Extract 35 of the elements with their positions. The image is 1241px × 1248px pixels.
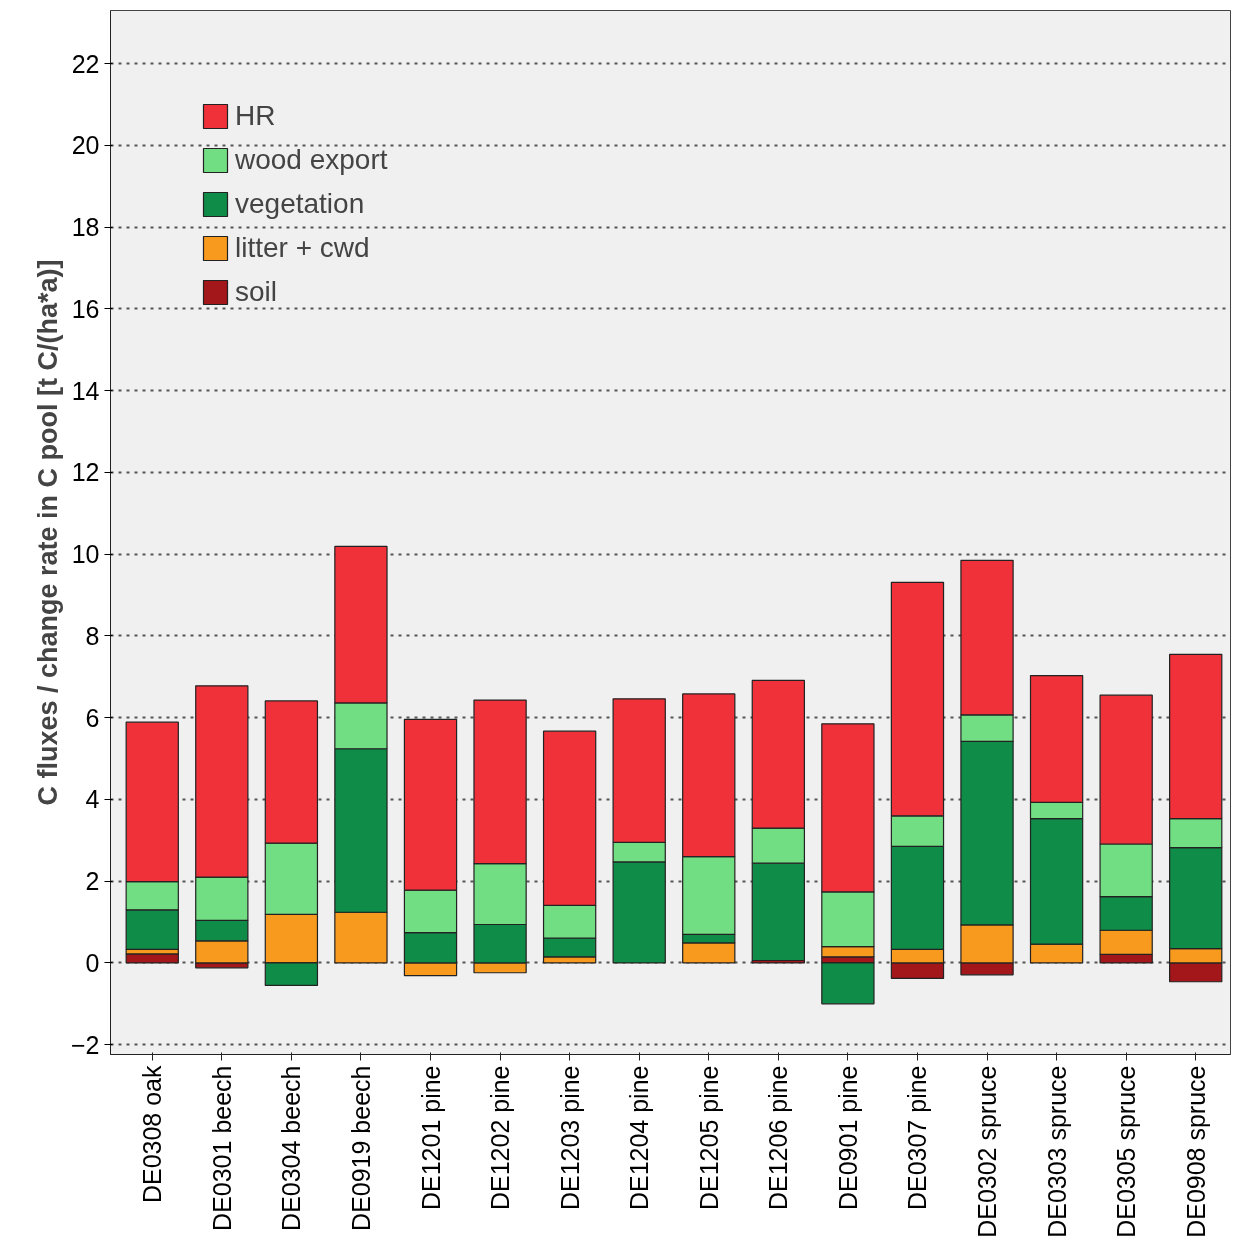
legend-label: vegetation <box>235 188 365 220</box>
x-tick-label: DE0307 pine <box>903 1065 932 1211</box>
y-axis-title: C fluxes / change rate in C pool [t C/(ha*a)] <box>33 259 63 806</box>
x-tick-label: DE1206 pine <box>764 1065 793 1211</box>
y-tick-label: 16 <box>71 294 100 323</box>
y-tick-label: 0 <box>85 948 100 977</box>
x-tick-label: DE1205 pine <box>694 1065 723 1211</box>
y-tick-label: 6 <box>85 703 100 732</box>
x-tick-label: DE0303 spruce <box>1042 1065 1071 1238</box>
legend-label: wood export <box>235 144 388 176</box>
x-tick-label: DE0901 pine <box>833 1065 862 1211</box>
x-tick-label: DE1204 pine <box>625 1065 654 1211</box>
y-tick-label: 4 <box>85 785 100 814</box>
legend-label: soil <box>235 276 278 308</box>
y-tick-label: 18 <box>71 213 100 242</box>
x-tick-label: DE0305 spruce <box>1112 1065 1141 1238</box>
y-tick-label: 8 <box>85 621 100 650</box>
y-tick-label: −2 <box>71 1030 100 1059</box>
x-tick-label: DE1201 pine <box>416 1065 445 1211</box>
x-tick-label: DE0304 beech <box>277 1065 306 1231</box>
x-tick-label: DE1202 pine <box>486 1065 515 1211</box>
y-tick-label: 14 <box>71 376 100 405</box>
x-tick-label: DE0919 beech <box>346 1065 375 1231</box>
x-tick-label: DE0302 spruce <box>973 1065 1002 1238</box>
y-tick-label: 22 <box>71 49 100 78</box>
x-tick-label: DE0908 spruce <box>1181 1065 1210 1238</box>
x-tick-label: DE1203 pine <box>555 1065 584 1211</box>
y-tick-label: 10 <box>71 540 100 569</box>
y-tick-label: 20 <box>71 131 100 160</box>
y-tick-label: 12 <box>71 458 100 487</box>
x-tick-label: DE0308 oak <box>138 1065 167 1204</box>
y-tick-label: 2 <box>85 867 100 896</box>
legend-label: litter + cwd <box>235 232 370 264</box>
legend-label: HR <box>235 100 276 132</box>
x-tick-label: DE0301 beech <box>207 1065 236 1231</box>
